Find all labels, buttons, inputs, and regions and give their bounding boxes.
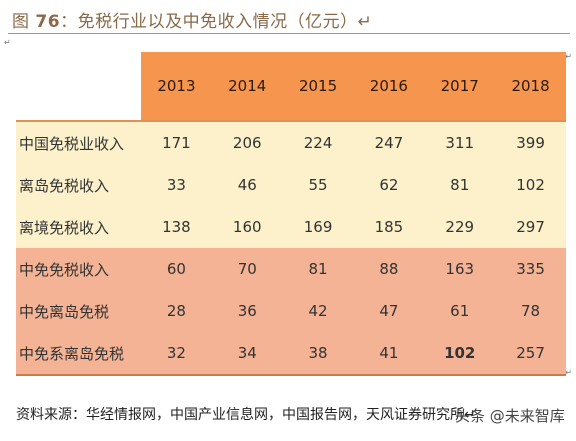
year-header: 2016	[353, 52, 425, 121]
table-cell: 41	[353, 332, 425, 376]
table-cell: 160	[211, 206, 283, 248]
table-row: 中免免税收入 60 70 81 88 163 335	[16, 248, 566, 290]
table-cell: 163	[424, 248, 496, 290]
table-cell: 102	[424, 332, 496, 376]
table-cell: 257	[495, 332, 566, 376]
year-header: 2015	[282, 52, 354, 121]
table-cell: 34	[211, 332, 283, 376]
year-header: 2014	[211, 52, 283, 121]
paragraph-mark-icon: ↵	[565, 368, 572, 377]
table-cell: 247	[353, 120, 425, 164]
table-cell: 169	[282, 206, 354, 248]
table-cell: 55	[282, 164, 354, 206]
revenue-table: 2013 2014 2015 2016 2017 2018 中国免税业收入 17…	[16, 52, 566, 376]
figure-title-text: ：免税行业以及中免收入情况（亿元）↵	[60, 12, 373, 32]
table-cell: 47	[353, 290, 425, 332]
table-cell: 60	[141, 248, 212, 290]
table-cell: 102	[495, 164, 566, 206]
table-cell: 46	[211, 164, 283, 206]
table-cell: 171	[141, 120, 212, 164]
table-cell: 62	[353, 164, 425, 206]
year-header: 2018	[495, 52, 566, 121]
table-cell: 70	[211, 248, 283, 290]
table-cell: 81	[282, 248, 354, 290]
table-cell: 206	[211, 120, 283, 164]
figure-title: 图 76：免税行业以及中免收入情况（亿元）↵	[12, 7, 372, 32]
table-cell: 33	[141, 164, 212, 206]
table-cell: 224	[282, 120, 354, 164]
paragraph-mark-icon: ↵	[4, 38, 11, 47]
table-cell: 138	[141, 206, 212, 248]
table-cell: 78	[495, 290, 566, 332]
table-cell: 311	[424, 120, 496, 164]
row-label: 离境免税收入	[16, 206, 141, 248]
row-label: 中国免税业收入	[16, 120, 141, 164]
paragraph-mark-icon: ↵	[565, 52, 572, 61]
table-row: 中国免税业收入 171 206 224 247 311 399	[16, 120, 566, 164]
year-header: 2017	[424, 52, 496, 121]
figure-title-prefix: 图	[12, 12, 30, 32]
table-cell: 81	[424, 164, 496, 206]
table-corner-cell	[16, 52, 141, 121]
title-divider	[8, 33, 570, 34]
row-label: 中免系离岛免税	[16, 332, 141, 376]
table-cell: 38	[282, 332, 354, 376]
row-label: 离岛免税收入	[16, 164, 141, 206]
watermark: 头条 @未来智库	[455, 407, 565, 425]
table-cell: 229	[424, 206, 496, 248]
table-row: 离境免税收入 138 160 169 185 229 297	[16, 206, 566, 248]
table-cell: 297	[495, 206, 566, 248]
table-row: 中免离岛免税 28 36 42 47 61 78	[16, 290, 566, 332]
row-label: 中免免税收入	[16, 248, 141, 290]
source-note: 资料来源：华经情报网，中国产业信息网，中国报告网，天风证券研究所↵	[16, 407, 476, 423]
year-header: 2013	[141, 52, 212, 121]
table-cell: 36	[211, 290, 283, 332]
table-cell: 88	[353, 248, 425, 290]
table-cell: 335	[495, 248, 566, 290]
table-cell: 32	[141, 332, 212, 376]
table-row: 中免系离岛免税 32 34 38 41 102 257	[16, 332, 566, 376]
figure-number: 76	[35, 12, 61, 32]
table-cell: 399	[495, 120, 566, 164]
revenue-table-container: 2013 2014 2015 2016 2017 2018 中国免税业收入 17…	[16, 52, 566, 380]
table-cell: 61	[424, 290, 496, 332]
table-cell: 28	[141, 290, 212, 332]
table-cell: 42	[282, 290, 354, 332]
table-row: 离岛免税收入 33 46 55 62 81 102	[16, 164, 566, 206]
table-header-row: 2013 2014 2015 2016 2017 2018	[16, 52, 566, 121]
row-label: 中免离岛免税	[16, 290, 141, 332]
table-cell: 185	[353, 206, 425, 248]
